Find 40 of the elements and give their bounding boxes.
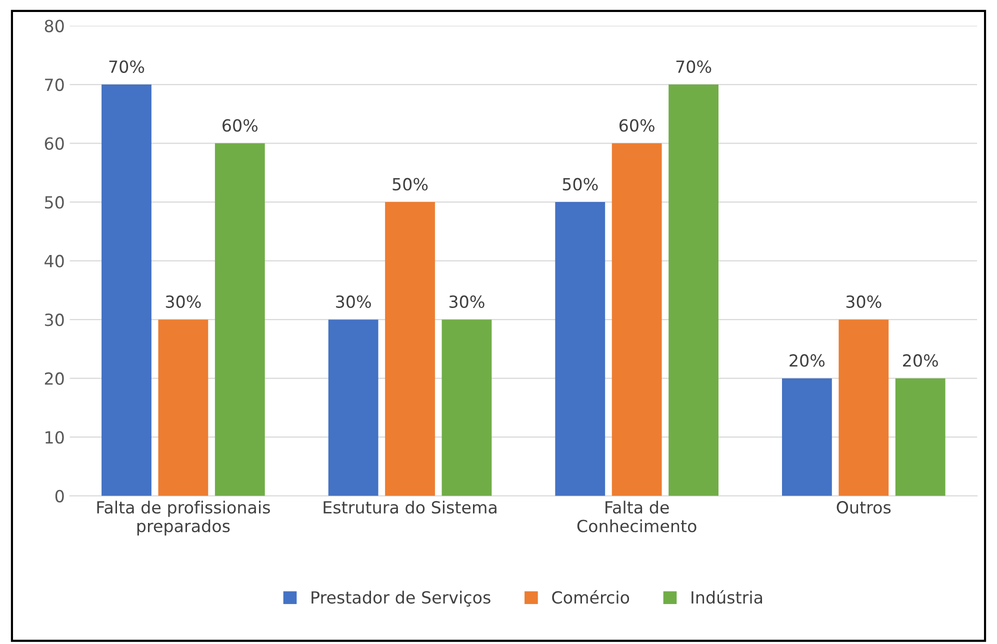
legend-label: Indústria xyxy=(692,590,762,604)
data-label: 30% xyxy=(336,295,371,308)
y-tick-label: 70 xyxy=(45,78,64,92)
y-tick-label: 80 xyxy=(44,20,64,32)
data-label: 30% xyxy=(449,295,484,308)
x-tick-label: Falta de Conhecimento xyxy=(577,500,696,532)
y-tick-label: 10 xyxy=(46,431,64,444)
data-label: 60% xyxy=(222,119,258,132)
bar xyxy=(555,202,606,496)
y-tick-label: 20 xyxy=(44,372,64,385)
bar xyxy=(442,320,492,496)
x-tick-label: Falta de profissionais preparados xyxy=(97,500,270,536)
data-label: 20% xyxy=(903,354,938,367)
legend-label: Comércio xyxy=(552,590,630,604)
y-tick-label: 40 xyxy=(44,254,64,268)
data-label: 30% xyxy=(166,295,201,308)
bar xyxy=(782,378,832,496)
legend-label: Prestador de Serviços xyxy=(312,590,490,607)
data-label: 70% xyxy=(676,60,712,73)
bar xyxy=(328,320,378,496)
data-label: 60% xyxy=(619,119,654,132)
data-label: 30% xyxy=(846,295,882,308)
data-label: 20% xyxy=(790,354,825,367)
bar xyxy=(214,143,265,496)
bar xyxy=(102,84,152,496)
data-label: 50% xyxy=(562,178,598,190)
y-tick-label: 50 xyxy=(45,196,64,209)
data-label: 50% xyxy=(392,178,428,190)
bar xyxy=(612,143,662,496)
x-tick-label: Outros xyxy=(836,501,891,514)
bar xyxy=(668,84,718,496)
y-tick-label: 0 xyxy=(55,490,64,502)
y-tick-label: 60 xyxy=(44,137,64,150)
bar xyxy=(385,202,435,496)
data-label: 70% xyxy=(109,60,144,73)
bar xyxy=(895,378,946,496)
x-tick-label: Estrutura do Sistema xyxy=(324,500,496,514)
bar xyxy=(158,320,208,496)
bar xyxy=(838,320,889,496)
y-tick-label: 30 xyxy=(44,314,64,326)
